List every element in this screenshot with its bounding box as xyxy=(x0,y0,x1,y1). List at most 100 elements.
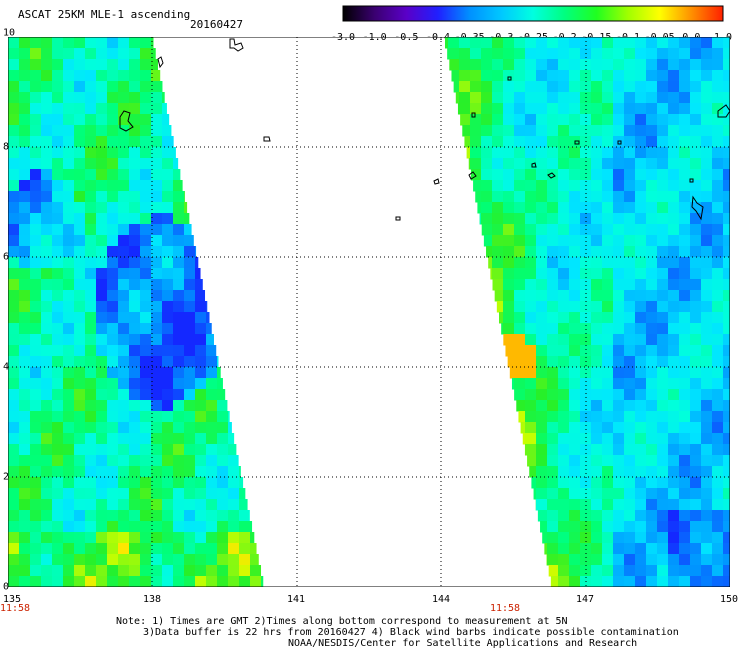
swath-cell xyxy=(74,235,86,247)
swath-cell xyxy=(118,191,130,203)
swath-cell xyxy=(74,147,86,159)
swath-cell xyxy=(184,554,196,566)
swath-cell xyxy=(195,477,207,489)
swath-cell xyxy=(52,422,64,434)
swath-cell xyxy=(591,565,603,577)
swath-cell xyxy=(107,37,119,49)
swath-cell xyxy=(613,268,625,280)
swath-cell xyxy=(239,576,251,587)
swath-cell xyxy=(184,565,196,577)
swath-cell xyxy=(558,59,570,71)
swath-cell xyxy=(19,147,31,159)
swath-cell xyxy=(525,356,537,368)
swath-cell xyxy=(558,422,570,434)
swath-cell xyxy=(118,499,130,511)
swath-cell xyxy=(74,81,86,93)
swath-cell xyxy=(96,400,108,412)
swath-cell xyxy=(8,48,20,60)
swath-cell xyxy=(624,532,636,544)
swath-cell xyxy=(591,103,603,115)
swath-cell xyxy=(118,213,130,225)
swath-cell xyxy=(690,257,702,269)
swath-cell xyxy=(723,70,730,82)
swath-cell xyxy=(184,510,196,522)
swath-cell xyxy=(712,521,724,533)
swath-cell xyxy=(591,224,603,236)
swath-cell xyxy=(591,477,603,489)
swath-cell xyxy=(217,466,229,478)
swath-cell xyxy=(679,59,691,71)
swath-cell xyxy=(107,92,119,104)
swath-cell xyxy=(52,444,64,456)
swath-cell xyxy=(107,400,119,412)
swath-cell xyxy=(723,455,730,467)
swath-cell xyxy=(74,367,86,379)
swath-cell xyxy=(591,136,603,148)
swath-cell xyxy=(74,466,86,478)
swath-cell xyxy=(85,191,97,203)
swath-cell xyxy=(679,389,691,401)
swath-cell xyxy=(52,202,64,214)
swath-cell xyxy=(129,37,141,49)
swath-cell xyxy=(107,477,119,489)
swath-cell xyxy=(173,246,185,258)
swath-cell xyxy=(52,301,64,313)
swath-cell xyxy=(173,565,185,577)
swath-cell xyxy=(690,378,702,390)
swath-cell xyxy=(525,345,537,357)
swath-cell xyxy=(162,565,174,577)
swath-cell xyxy=(492,136,504,148)
swath-cell xyxy=(63,444,75,456)
swath-cell xyxy=(41,125,53,137)
swath-cell xyxy=(19,92,31,104)
swath-cell xyxy=(492,37,504,49)
swath-cell xyxy=(8,488,20,500)
swath-cell xyxy=(118,554,130,566)
swath-cell xyxy=(624,268,636,280)
swath-cell xyxy=(657,224,669,236)
swath-cell xyxy=(635,136,647,148)
swath-cell xyxy=(668,510,680,522)
swath-cell xyxy=(668,554,680,566)
swath-cell xyxy=(107,213,119,225)
swath-cell xyxy=(129,257,141,269)
island-outline xyxy=(229,38,244,52)
swath-cell xyxy=(85,554,97,566)
swath-cell xyxy=(602,125,614,137)
swath-cell xyxy=(140,268,152,280)
swath-cell xyxy=(723,444,730,456)
swath-cell xyxy=(525,92,537,104)
swath-cell xyxy=(96,180,108,192)
swath-cell xyxy=(624,290,636,302)
swath-cell xyxy=(151,59,158,71)
swath-cell xyxy=(41,114,53,126)
swath-cell xyxy=(657,48,669,60)
swath-cell xyxy=(85,202,97,214)
swath-cell xyxy=(536,323,548,335)
swath-cell xyxy=(195,378,207,390)
swath-cell xyxy=(85,521,97,533)
swath-cell xyxy=(558,345,570,357)
swath-cell xyxy=(646,367,658,379)
swath-cell xyxy=(85,257,97,269)
swath-cell xyxy=(569,576,581,587)
swath-cell xyxy=(162,92,165,104)
swath-cell xyxy=(85,378,97,390)
swath-cell xyxy=(19,400,31,412)
swath-cell xyxy=(701,158,713,170)
x-tick-141: 141 xyxy=(286,594,306,605)
swath-cell xyxy=(613,323,625,335)
swath-cell xyxy=(173,477,185,489)
swath-cell xyxy=(635,235,647,247)
swath-cell xyxy=(162,543,174,555)
swath-cell xyxy=(536,488,548,500)
swath-cell xyxy=(635,37,647,49)
swath-cell xyxy=(690,312,702,324)
swath-cell xyxy=(613,389,625,401)
swath-cell xyxy=(701,378,713,390)
swath-cell xyxy=(503,334,515,346)
swath-cell xyxy=(536,499,548,511)
swath-cell xyxy=(503,59,515,71)
swath-cell xyxy=(547,532,559,544)
swath-cell xyxy=(96,488,108,500)
